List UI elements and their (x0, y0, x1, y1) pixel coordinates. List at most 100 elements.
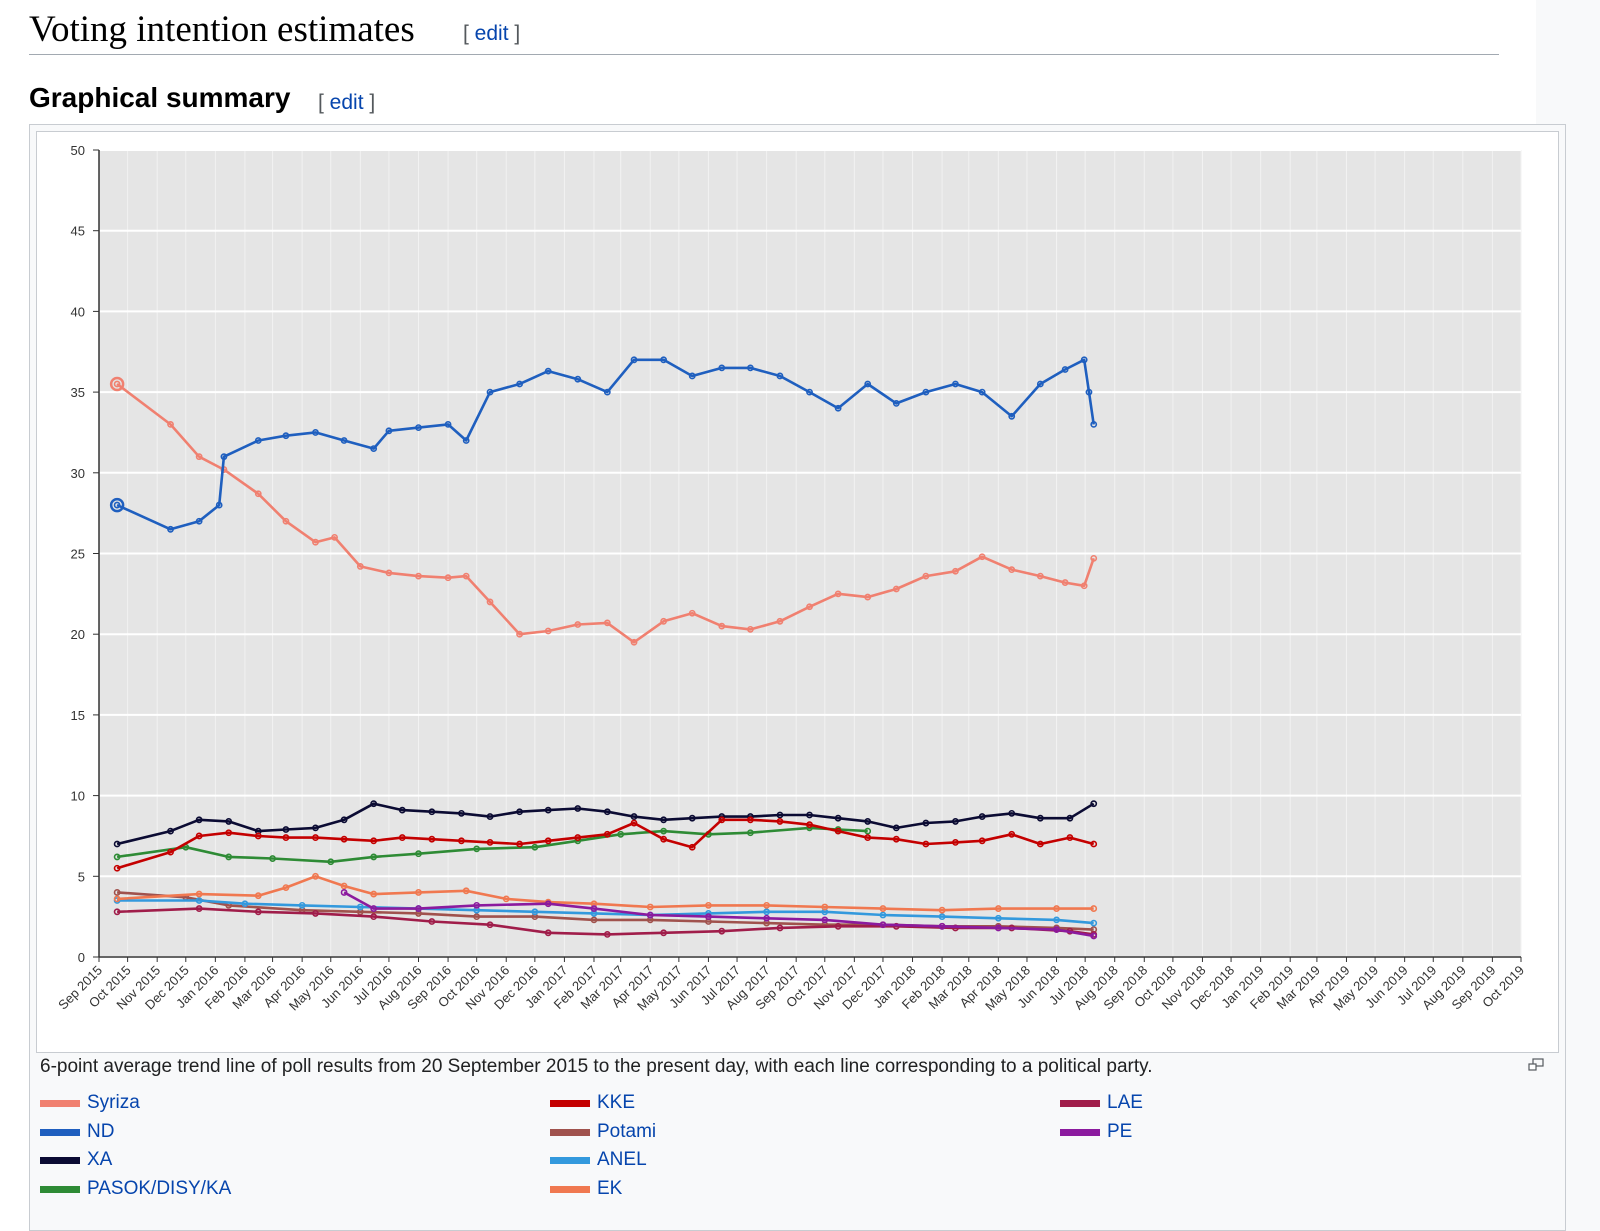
section-edit: [ edit ] (463, 22, 521, 45)
legend-item-kke[interactable]: KKE (550, 1090, 635, 1116)
legend-item-pe[interactable]: PE (1060, 1119, 1132, 1145)
y-tick-label: 25 (71, 547, 85, 562)
legend-label[interactable]: EK (597, 1178, 623, 1199)
data-point-nd (864, 380, 872, 388)
legend-swatch (550, 1128, 590, 1136)
legend-label[interactable]: Syriza (87, 1092, 140, 1113)
legend-swatch (550, 1156, 590, 1164)
data-point-anel (531, 908, 539, 916)
data-point-syriza (331, 533, 338, 541)
data-point-anel (1053, 916, 1060, 924)
data-point-pe (590, 905, 598, 912)
data-point-nd (834, 404, 842, 412)
legend-item-xa[interactable]: XA (40, 1147, 112, 1173)
legend-swatch (40, 1099, 80, 1107)
data-point-kke (892, 835, 900, 843)
section-edit-link[interactable]: edit (474, 22, 509, 45)
data-point-xa (688, 814, 696, 822)
legend-item-pasok[interactable]: PASOK/DISY/KA (40, 1176, 231, 1202)
data-point-xa (630, 813, 638, 820)
legend-item-anel[interactable]: ANEL (550, 1147, 647, 1173)
data-point-syriza (746, 625, 754, 633)
data-point-kke (718, 816, 726, 824)
data-point-pasok-disy-ka (225, 853, 233, 861)
data-point-nd (688, 372, 696, 380)
legend-label[interactable]: KKE (597, 1092, 636, 1113)
series-line-anel (117, 899, 1094, 925)
subsection-heading: Graphical summary (29, 82, 290, 114)
data-point-kke (516, 840, 523, 848)
data-point-kke (544, 837, 552, 845)
data-point-ek (340, 882, 348, 890)
series-line-xa (116, 802, 1095, 846)
magnify-icon[interactable] (1528, 1058, 1544, 1072)
data-point-nd (574, 375, 582, 383)
data-point-anel (938, 913, 946, 921)
data-point-kke (167, 848, 174, 856)
data-point-kke (370, 837, 378, 845)
data-point-lae (718, 927, 726, 935)
data-point-syriza (574, 621, 582, 628)
y-tick-label: 15 (71, 708, 85, 723)
legend-label[interactable]: ND (87, 1121, 115, 1142)
data-point-nd (220, 453, 228, 461)
data-point-nd (1061, 366, 1069, 373)
data-point-anel (241, 900, 249, 908)
data-point-lae (428, 918, 436, 925)
data-point-pasok-disy-ka (864, 827, 872, 835)
data-point-nd (1036, 380, 1044, 388)
legend-swatch (40, 1185, 80, 1193)
data-point-xa (167, 827, 174, 835)
legend-label[interactable]: ANEL (597, 1149, 647, 1170)
data-point-syriza (952, 567, 959, 575)
legend-swatch (1060, 1099, 1100, 1107)
data-point-nd (370, 445, 378, 452)
legend-item-syriza[interactable]: Syriza (40, 1090, 140, 1116)
data-point-pe (938, 922, 946, 930)
data-point-syriza (922, 572, 930, 580)
legend-label[interactable]: PASOK/DISY/KA (87, 1178, 232, 1199)
subsection-edit-link[interactable]: edit (329, 91, 364, 114)
data-point-anel (1090, 919, 1098, 927)
data-point-pe (994, 924, 1002, 932)
data-point-kke (486, 839, 494, 846)
legend-item-ek[interactable]: EK (550, 1176, 622, 1202)
data-point-syriza (1008, 566, 1016, 574)
data-point-xa (1036, 814, 1044, 822)
subsection-edit: [ edit ] (318, 91, 376, 114)
legend-label[interactable]: XA (87, 1149, 113, 1170)
data-point-pe (544, 900, 552, 908)
legend-label[interactable]: Potami (597, 1121, 657, 1142)
data-point-ek (312, 872, 319, 880)
y-tick-label: 5 (78, 869, 85, 884)
data-point-kke (282, 834, 290, 841)
legend-item-potami[interactable]: Potami (550, 1119, 656, 1145)
legend-item-lae[interactable]: LAE (1060, 1090, 1143, 1116)
data-point-pe (1053, 926, 1060, 933)
data-point-pe (415, 905, 422, 912)
y-tick-label: 50 (71, 143, 85, 158)
data-point-xa (1090, 800, 1098, 808)
data-point-syriza (254, 490, 262, 498)
data-point-syriza (806, 603, 813, 611)
data-point-syriza (356, 563, 364, 570)
data-point-pasok-disy-ka (660, 827, 668, 835)
data-point-kke (458, 837, 465, 845)
data-point-pe (473, 901, 481, 909)
start-marker-nd (109, 497, 125, 513)
legend-label[interactable]: LAE (1107, 1092, 1143, 1113)
data-point-ek (763, 901, 771, 909)
data-point-lae (603, 931, 611, 938)
data-point-nd (1080, 356, 1088, 364)
data-point-syriza (544, 627, 552, 635)
data-point-ek (705, 901, 712, 909)
legend-item-nd[interactable]: ND (40, 1119, 114, 1145)
data-point-xa (370, 800, 378, 808)
data-point-xa (516, 808, 523, 816)
data-point-nd (746, 364, 754, 372)
data-point-lae (486, 921, 494, 929)
legend-label[interactable]: PE (1107, 1121, 1133, 1142)
data-point-nd (776, 372, 784, 380)
data-point-kke (688, 843, 696, 851)
data-point-kke (922, 840, 930, 848)
